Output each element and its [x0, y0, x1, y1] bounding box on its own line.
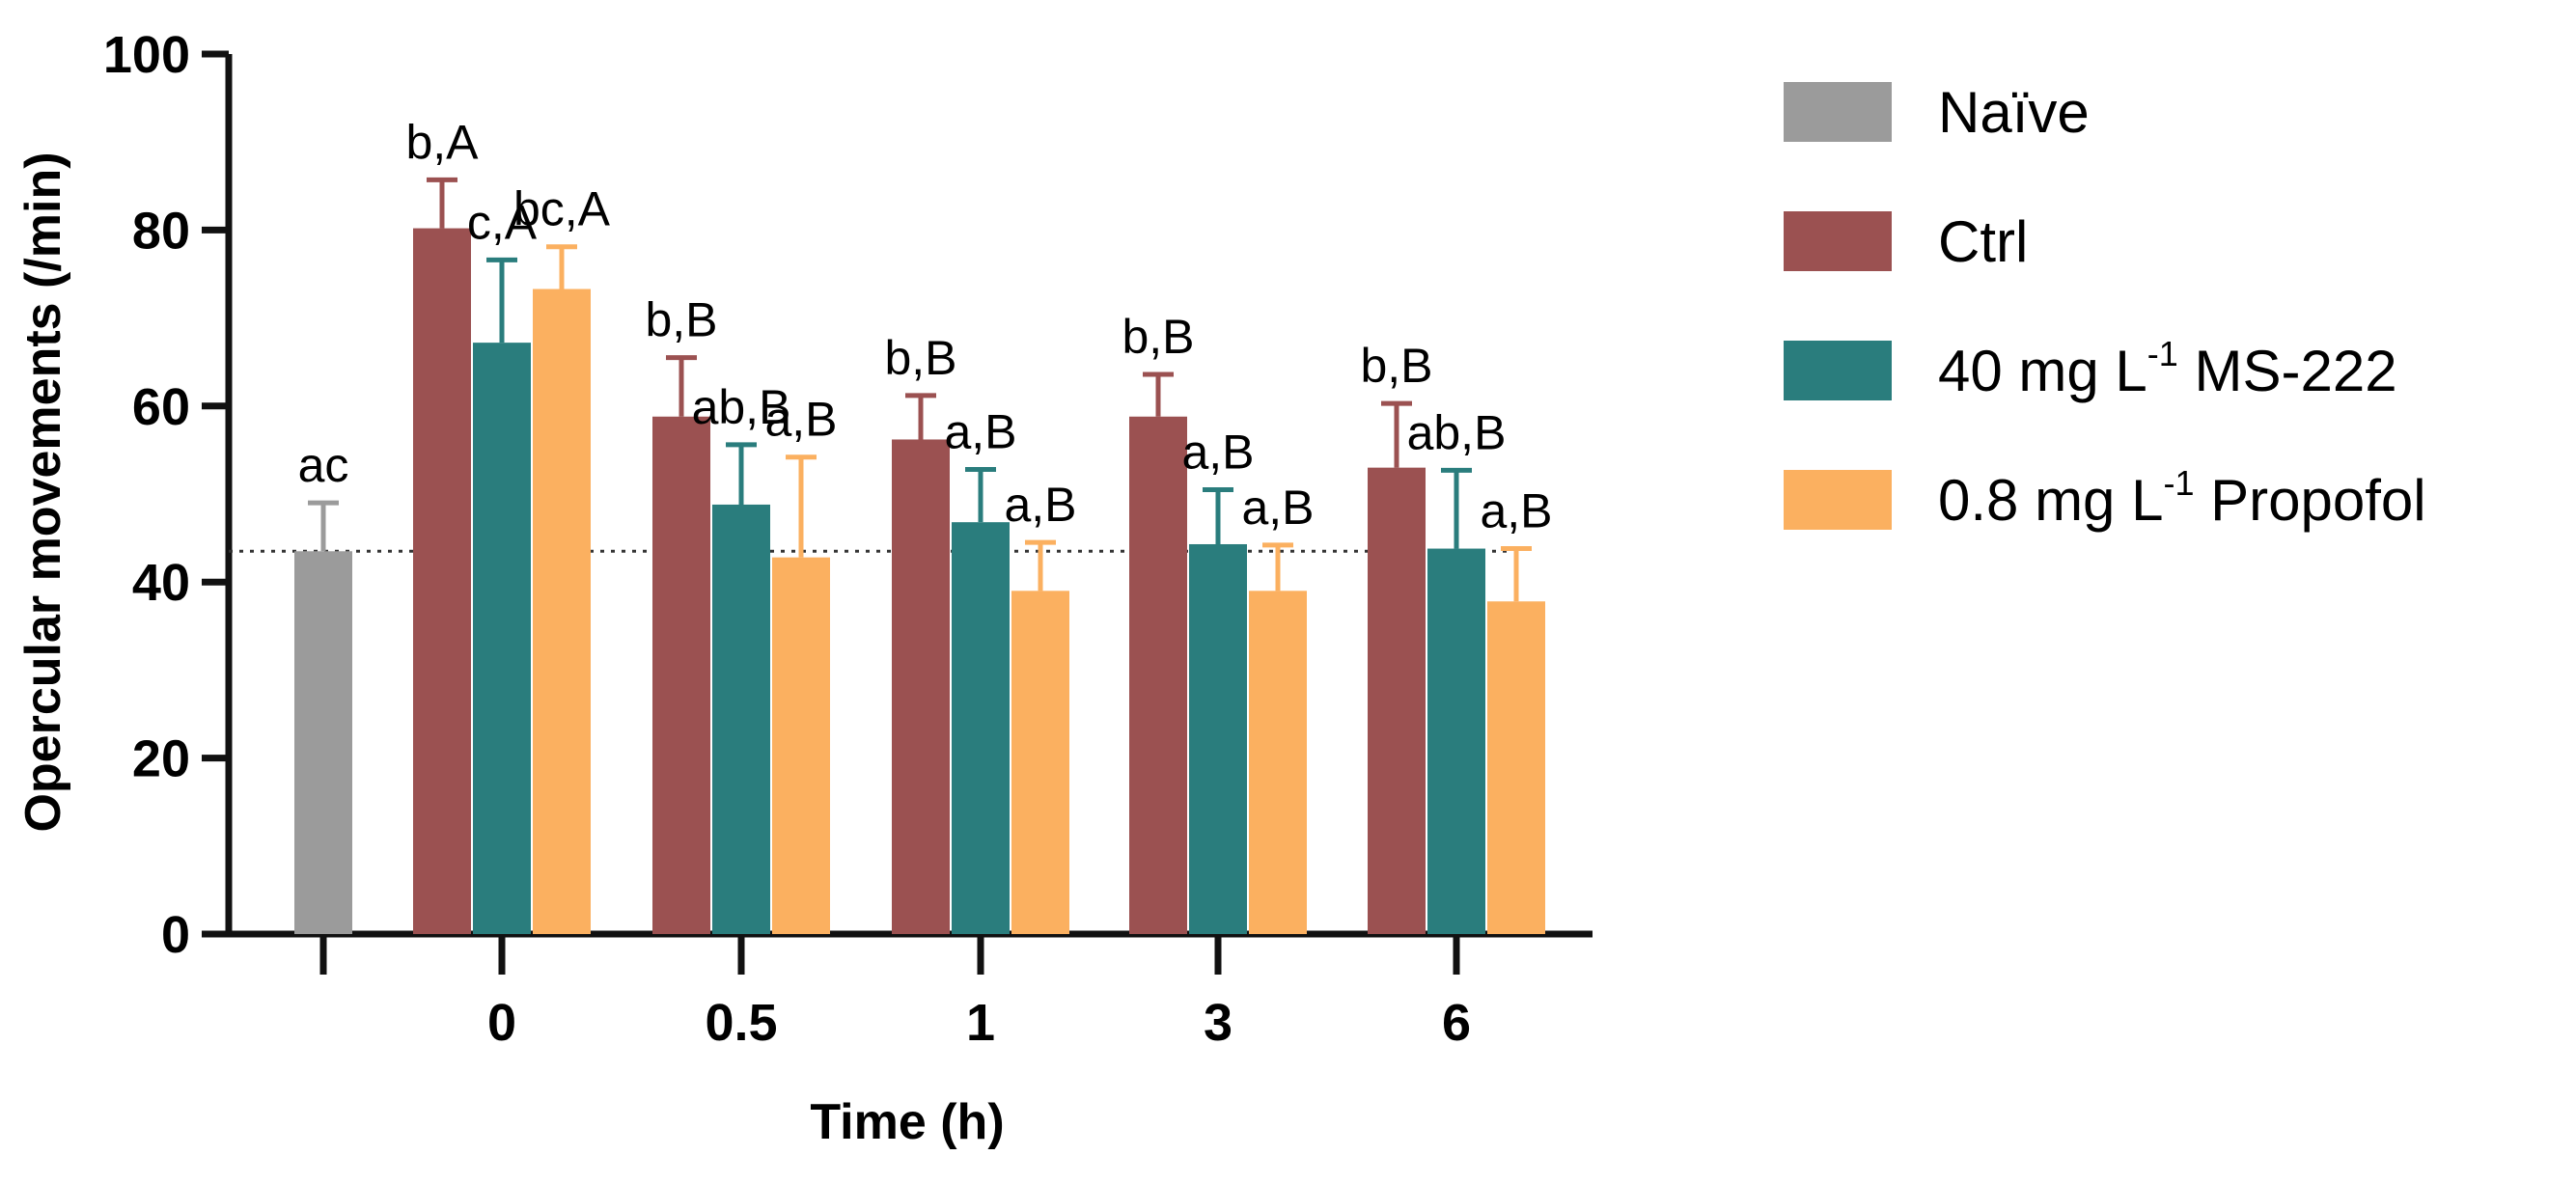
- y-axis-title: Opercular movements (/min): [15, 151, 71, 832]
- data-label-g1-s0: b,B: [645, 293, 717, 347]
- data-label-g1-s2: a,B: [764, 393, 837, 447]
- legend-label-0: Naïve: [1938, 80, 2090, 145]
- legend-swatch-3: [1784, 470, 1892, 530]
- x-tick-label: 3: [1204, 994, 1233, 1052]
- y-tick-label: 40: [132, 554, 190, 612]
- data-label-g2-s0: b,B: [884, 331, 956, 385]
- data-label-g2-s2: a,B: [1004, 478, 1076, 532]
- data-label-g4-s1: ab,B: [1407, 405, 1507, 459]
- bar-g1-s0: [652, 416, 710, 934]
- x-tick-label: 0.5: [705, 994, 777, 1052]
- y-tick-label: 20: [132, 730, 190, 788]
- y-tick-label: 100: [103, 26, 190, 84]
- data-label-naive: ac: [298, 438, 349, 492]
- bar-g2-s2: [1011, 591, 1069, 934]
- bar-g0-s1: [473, 343, 531, 934]
- data-label-g4-s0: b,B: [1360, 339, 1432, 393]
- y-tick-label: 60: [132, 378, 190, 436]
- bar-naive: [294, 551, 352, 934]
- bar-g3-s0: [1129, 416, 1187, 934]
- bar-g1-s1: [712, 504, 770, 934]
- legend-label-1: Ctrl: [1938, 209, 2028, 274]
- bar-g4-s1: [1427, 548, 1485, 934]
- data-label-g3-s1: a,B: [1181, 425, 1254, 479]
- y-tick-label: 80: [132, 202, 190, 260]
- data-label-g0-s2: bc,A: [513, 182, 611, 236]
- legend-swatch-1: [1784, 211, 1892, 271]
- legend-label-2: 40 mg L-1 MS-222: [1938, 334, 2397, 403]
- bar-g1-s2: [772, 557, 830, 934]
- data-label-g3-s2: a,B: [1241, 481, 1314, 535]
- bar-g4-s2: [1487, 601, 1545, 934]
- bar-g0-s2: [533, 289, 591, 934]
- legend-swatch-0: [1784, 82, 1892, 142]
- legend-label-3: 0.8 mg L-1 Propofol: [1938, 463, 2426, 533]
- data-label-g1-s1: ab,B: [692, 380, 791, 434]
- data-label-g0-s0: b,A: [405, 115, 479, 169]
- data-label-g3-s0: b,B: [1122, 310, 1194, 364]
- x-tick-label: 0: [487, 994, 516, 1052]
- bar-g2-s1: [952, 522, 1010, 934]
- bar-g2-s0: [892, 439, 950, 934]
- bar-g4-s0: [1368, 467, 1426, 934]
- y-tick-label: 0: [161, 906, 190, 964]
- x-tick-label: 1: [966, 994, 995, 1052]
- legend-swatch-2: [1784, 341, 1892, 400]
- data-label-g4-s2: a,B: [1480, 484, 1552, 538]
- x-axis-title: Time (h): [810, 1094, 1004, 1150]
- data-label-g0-s1: c,A: [467, 195, 538, 249]
- bar-g3-s2: [1249, 591, 1307, 934]
- data-label-g2-s1: a,B: [944, 404, 1016, 458]
- x-tick-label: 6: [1442, 994, 1471, 1052]
- bar-g0-s0: [413, 228, 471, 935]
- bar-g3-s1: [1189, 543, 1247, 934]
